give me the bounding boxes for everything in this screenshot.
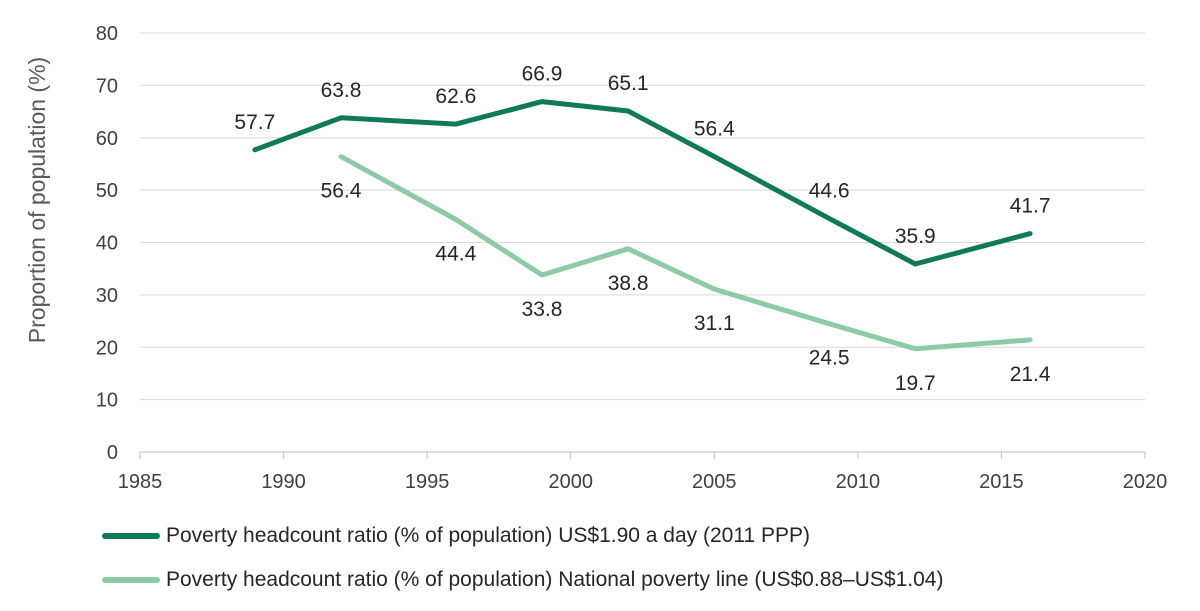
data-label-series-2: 21.4	[1010, 363, 1051, 386]
legend-item-series-2: Poverty headcount ratio (% of population…	[102, 568, 943, 592]
x-tick-label: 1985	[118, 471, 163, 493]
y-tick-label: 0	[107, 442, 118, 464]
series-line-2	[338, 154, 1033, 352]
y-tick-label: 20	[96, 337, 118, 359]
x-tick-label: 2010	[836, 471, 881, 493]
data-label-series-2: 38.8	[608, 272, 649, 295]
y-tick-label: 50	[96, 180, 118, 202]
x-tick-label: 1995	[405, 471, 450, 493]
x-axis-ticks: 1985 1990 1995 2000 2005 2010 2015 2020	[118, 452, 1168, 493]
x-tick-label: 1990	[261, 471, 306, 493]
series-line-1	[252, 99, 1033, 267]
y-tick-label: 40	[96, 233, 118, 255]
legend-item-series-1: Poverty headcount ratio (% of population…	[102, 524, 810, 548]
y-axis-label: Proportion of population (%)	[24, 57, 50, 343]
data-label-series-1: 35.9	[895, 225, 936, 248]
y-axis-ticks: 0 10 20 30 40 50 60 70 80	[96, 23, 118, 464]
legend-swatch-series-2	[102, 577, 160, 583]
y-tick-label: 80	[96, 23, 118, 45]
x-tick-label: 2020	[1123, 471, 1168, 493]
data-label-series-2: 44.4	[435, 242, 476, 265]
x-tick-label: 2005	[692, 471, 737, 493]
data-label-series-1: 57.7	[234, 111, 275, 134]
data-label-series-1: 65.1	[608, 72, 649, 95]
y-tick-label: 60	[96, 128, 118, 150]
x-tick-label: 2015	[979, 471, 1024, 493]
data-label-series-1: 41.7	[1010, 195, 1051, 218]
data-label-series-1: 56.4	[694, 118, 735, 141]
gridlines	[140, 32, 1145, 453]
data-labels: 57.7 63.8 62.6 66.9 65.1 56.4 44.6 35.9 41.7 56.4…	[234, 63, 1050, 395]
data-label-series-2: 31.1	[694, 312, 735, 335]
y-tick-label: 30	[96, 285, 118, 307]
data-label-series-2: 19.7	[895, 372, 936, 395]
x-tick-label: 2000	[548, 471, 593, 493]
legend-label-series-2: Poverty headcount ratio (% of population…	[166, 568, 944, 591]
data-label-series-2: 33.8	[522, 298, 563, 321]
data-label-series-1: 44.6	[809, 179, 850, 202]
y-tick-label: 10	[96, 390, 118, 412]
legend-swatch-series-1	[102, 533, 160, 539]
data-label-series-2: 56.4	[321, 180, 362, 203]
y-tick-label: 70	[96, 75, 118, 97]
data-label-series-1: 62.6	[435, 85, 476, 108]
data-label-series-1: 66.9	[522, 63, 563, 86]
series-lines	[252, 99, 1033, 352]
data-label-series-1: 63.8	[321, 79, 362, 102]
data-label-series-2: 24.5	[809, 347, 850, 370]
legend-label-series-1: Poverty headcount ratio (% of population…	[166, 524, 810, 547]
